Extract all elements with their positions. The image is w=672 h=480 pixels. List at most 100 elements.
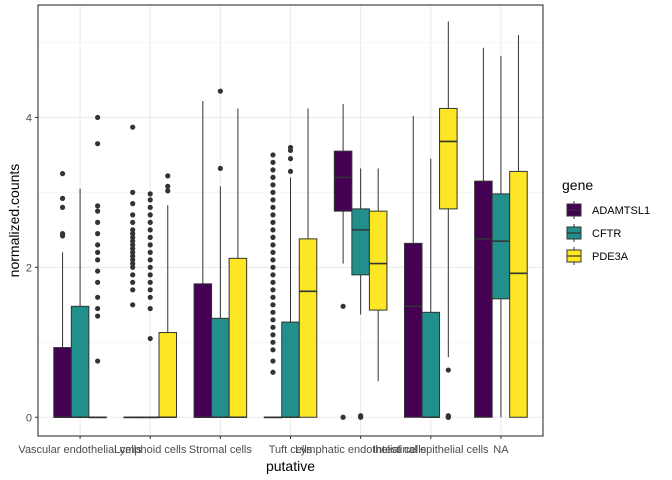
outlier-point <box>270 279 276 285</box>
outlier-point <box>270 249 276 255</box>
box-body <box>421 311 441 418</box>
outlier-point <box>340 303 346 309</box>
outlier-point <box>130 302 136 308</box>
outlier-point <box>130 234 136 240</box>
outlier-point <box>95 208 101 214</box>
box-CFTR-5 <box>421 158 441 419</box>
outlier-point <box>95 358 101 364</box>
box-PDE3A-2 <box>228 108 248 419</box>
outlier-point <box>287 168 294 175</box>
outlier-point <box>445 367 451 373</box>
outlier-point <box>130 231 136 237</box>
outlier-point <box>270 302 276 308</box>
outlier-point <box>130 242 136 248</box>
outlier-point <box>165 173 171 179</box>
outlier-point <box>165 188 171 194</box>
outlier-point <box>130 264 136 270</box>
outlier-point <box>270 159 276 166</box>
box-ADAMTSL1-5 <box>403 115 423 418</box>
outlier-point <box>147 227 153 233</box>
outlier-point <box>270 227 276 233</box>
x-tick-label: Intestinal epithelial cells <box>373 444 489 456</box>
outlier-point <box>130 227 136 233</box>
outlier-point <box>95 294 101 300</box>
box-CFTR-0 <box>70 188 90 419</box>
x-tick-label: Tuft cells <box>269 444 313 456</box>
outlier-point <box>130 253 136 259</box>
legend-label: PDE3A <box>592 251 629 263</box>
outlier-point <box>270 204 276 210</box>
outlier-point <box>445 413 451 419</box>
outlier-point <box>147 191 153 197</box>
outlier-point <box>270 182 276 188</box>
box-body <box>158 332 178 418</box>
outlier-point <box>147 305 153 312</box>
outlier-point <box>165 183 171 189</box>
box-body <box>281 321 300 418</box>
outlier-point <box>270 332 276 338</box>
outlier-point <box>147 197 153 203</box>
outlier-point <box>95 268 101 274</box>
outlier-point <box>270 242 276 248</box>
outlier-point <box>287 144 294 151</box>
outlier-point <box>130 257 136 263</box>
legend-item-PDE3A: PDE3A <box>563 245 629 267</box>
outlier-point <box>270 339 276 345</box>
outlier-point <box>59 195 66 201</box>
outlier-point <box>130 249 136 255</box>
outlier-point <box>147 257 153 263</box>
box-body <box>403 242 423 418</box>
outlier-point <box>270 287 276 293</box>
outlier-point <box>270 358 276 364</box>
outlier-point <box>147 272 153 278</box>
outlier-point <box>130 201 136 207</box>
box-PDE3A-0 <box>88 114 107 419</box>
outlier-point <box>270 174 276 180</box>
outlier-point <box>130 272 136 278</box>
x-tick-label: Vascular endothelial cells <box>18 444 142 456</box>
box-body <box>351 208 370 276</box>
outlier-point <box>95 305 101 312</box>
outlier-point <box>95 249 101 255</box>
outlier-point <box>270 272 276 278</box>
outlier-point <box>270 189 276 195</box>
outlier-point <box>340 414 346 420</box>
box-body <box>228 257 248 418</box>
outlier-point <box>95 313 101 319</box>
outlier-point <box>130 219 136 225</box>
outlier-point <box>130 124 136 130</box>
outlier-point <box>95 257 101 263</box>
legend-item-CFTR: CFTR <box>563 222 621 244</box>
legend-item-ADAMTSL1: ADAMTSL1 <box>563 199 650 221</box>
outlier-point <box>130 212 136 218</box>
box-body <box>298 238 318 418</box>
outlier-point <box>147 279 153 285</box>
outlier-point <box>147 242 153 248</box>
x-tick-label: Lymphatic endothelial cells <box>295 444 427 456</box>
box-ADAMTSL1-1 <box>123 124 142 419</box>
y-tick-label: 4 <box>26 112 32 124</box>
outlier-point <box>147 234 153 240</box>
box-PDE3A-5 <box>439 21 458 420</box>
box-ADAMTSL1-2 <box>193 100 213 419</box>
outlier-point <box>358 413 364 419</box>
y-axis-title: normalized.counts <box>6 164 22 278</box>
plot-marks <box>53 21 528 420</box>
legend: gene ADAMTSL1 CFTR PDE3A <box>562 177 650 267</box>
outlier-point <box>217 88 223 94</box>
box-ADAMTSL1-0 <box>53 171 72 419</box>
outlier-point <box>130 238 136 244</box>
outlier-point <box>270 309 276 315</box>
legend-label: ADAMTSL1 <box>592 205 650 217</box>
outlier-point <box>147 264 153 270</box>
legend-label: CFTR <box>592 228 621 240</box>
outlier-point <box>287 156 294 162</box>
outlier-point <box>270 212 276 218</box>
outlier-point <box>95 203 101 209</box>
outlier-point <box>270 152 276 158</box>
y-tick-label: 2 <box>26 262 32 274</box>
box-CFTR-3 <box>281 144 300 419</box>
outlier-point <box>270 197 276 203</box>
box-body <box>211 317 230 418</box>
